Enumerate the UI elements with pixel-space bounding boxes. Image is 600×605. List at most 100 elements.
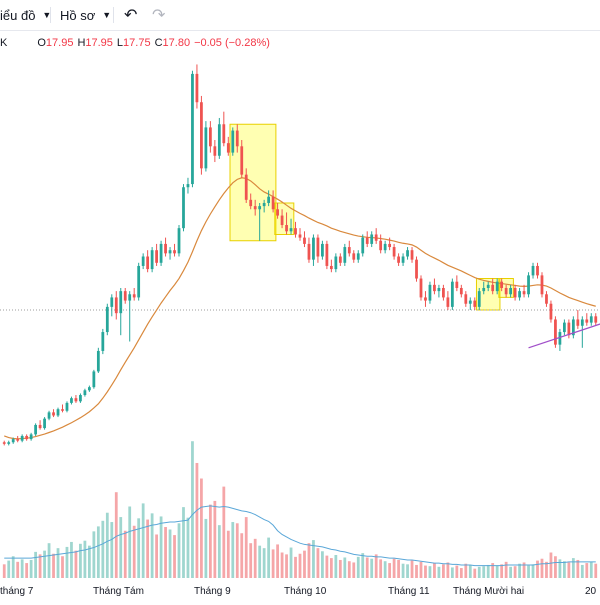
- volume-bar: [329, 558, 333, 578]
- high-value: 17.95: [85, 37, 113, 49]
- candle-body: [25, 435, 29, 440]
- candle-body: [401, 256, 405, 263]
- candle-body: [540, 275, 544, 295]
- volume-bar: [522, 562, 526, 578]
- candle-body: [137, 265, 141, 298]
- candle-body: [397, 256, 400, 263]
- volume-bar: [589, 561, 593, 578]
- volume-bar: [92, 531, 96, 578]
- candle-body: [352, 253, 356, 260]
- candle-body: [321, 243, 324, 257]
- volume-bar: [374, 554, 378, 578]
- chart-menu[interactable]: iểu đồ ▼: [0, 0, 51, 30]
- symbol-label: K: [0, 37, 8, 49]
- candle-body: [455, 281, 459, 288]
- candle-body: [119, 291, 123, 314]
- volume-bar: [571, 558, 575, 578]
- open-value: 17.95: [45, 37, 74, 49]
- volume-bar: [244, 517, 248, 578]
- candle-body: [155, 250, 158, 263]
- candle-body: [92, 371, 96, 388]
- volume-bar: [540, 558, 544, 578]
- volume-bar: [370, 558, 374, 578]
- volume-bar: [558, 559, 562, 578]
- volume-bar: [271, 549, 275, 578]
- candle-body: [267, 196, 271, 203]
- volume-bar: [74, 550, 78, 578]
- candle-body: [208, 127, 212, 147]
- volume-bar: [182, 507, 185, 578]
- volume-bar: [356, 556, 360, 578]
- volume-bar: [114, 492, 118, 578]
- volume-bar: [312, 540, 315, 578]
- volume-bar: [141, 503, 145, 578]
- candle-body: [128, 294, 132, 301]
- candle-body: [249, 199, 253, 207]
- price-chart[interactable]: tháng 7 Tháng Tám Tháng 9 Tháng 10 Tháng…: [0, 30, 600, 600]
- candle-body: [486, 284, 490, 288]
- volume-bar: [177, 523, 181, 578]
- volume-bar: [464, 563, 468, 578]
- candle-body: [20, 435, 24, 441]
- volume-bar: [146, 519, 150, 578]
- candle-body: [482, 287, 486, 292]
- redo-button[interactable]: ↷: [152, 0, 165, 30]
- candle-body: [79, 395, 82, 402]
- x-axis: tháng 7 Tháng Tám Tháng 9 Tháng 10 Tháng…: [0, 586, 597, 597]
- toolbar-separator: [50, 7, 51, 23]
- candle-body: [567, 322, 571, 336]
- candle-body: [101, 332, 105, 351]
- x-tick-label: Tháng Mười hai: [453, 586, 524, 597]
- volume-bar: [2, 564, 6, 578]
- candle-body: [7, 442, 11, 444]
- volume-bar: [25, 563, 29, 578]
- volume-bar: [200, 478, 203, 578]
- candle-body: [329, 265, 333, 270]
- candle-body: [347, 247, 351, 254]
- volume-bar: [482, 566, 486, 578]
- candle-body: [123, 291, 127, 301]
- volume-bar: [222, 486, 226, 578]
- candle-body: [213, 146, 217, 156]
- volume-bar: [338, 559, 342, 578]
- candle-body: [2, 442, 6, 444]
- candle-body: [56, 409, 60, 416]
- chart-area[interactable]: tháng 7 Tháng Tám Tháng 9 Tháng 10 Tháng…: [0, 30, 600, 600]
- candle-body: [150, 250, 154, 270]
- volume-bar: [549, 552, 553, 578]
- volume-bar: [191, 441, 194, 578]
- candle-body: [370, 234, 374, 244]
- close-value: 17.80: [162, 37, 191, 49]
- volume-bar: [379, 559, 383, 578]
- undo-button[interactable]: ↶: [124, 0, 137, 30]
- candle-body: [419, 278, 423, 298]
- candle-body: [34, 424, 37, 435]
- volume-bar: [321, 551, 324, 578]
- volume-bar: [123, 530, 127, 578]
- candle-body: [258, 206, 262, 210]
- volume-bar: [513, 566, 517, 578]
- volume-bars: [2, 441, 598, 578]
- volume-bar: [576, 559, 580, 578]
- candle-body: [563, 322, 566, 333]
- change-value: −0.05 (−0.28%): [194, 37, 270, 49]
- volume-bar: [491, 563, 495, 578]
- candle-body: [195, 73, 199, 103]
- candle-body: [388, 243, 392, 248]
- candle-body: [70, 398, 73, 403]
- candle-body: [392, 247, 396, 257]
- candle-body: [186, 184, 190, 188]
- candle-body: [459, 287, 463, 295]
- volume-bar: [450, 567, 454, 578]
- candle-body: [29, 434, 33, 440]
- candle-body: [495, 281, 499, 292]
- volume-bar: [119, 517, 123, 578]
- candle-body: [442, 287, 445, 298]
- volume-bar: [500, 564, 504, 578]
- low-label: L: [116, 37, 124, 49]
- volume-bar: [307, 543, 311, 578]
- candle-body: [16, 439, 20, 441]
- profile-menu[interactable]: Hồ sơ ▼: [60, 0, 111, 30]
- volume-bar: [155, 534, 158, 578]
- candle-body: [473, 300, 477, 307]
